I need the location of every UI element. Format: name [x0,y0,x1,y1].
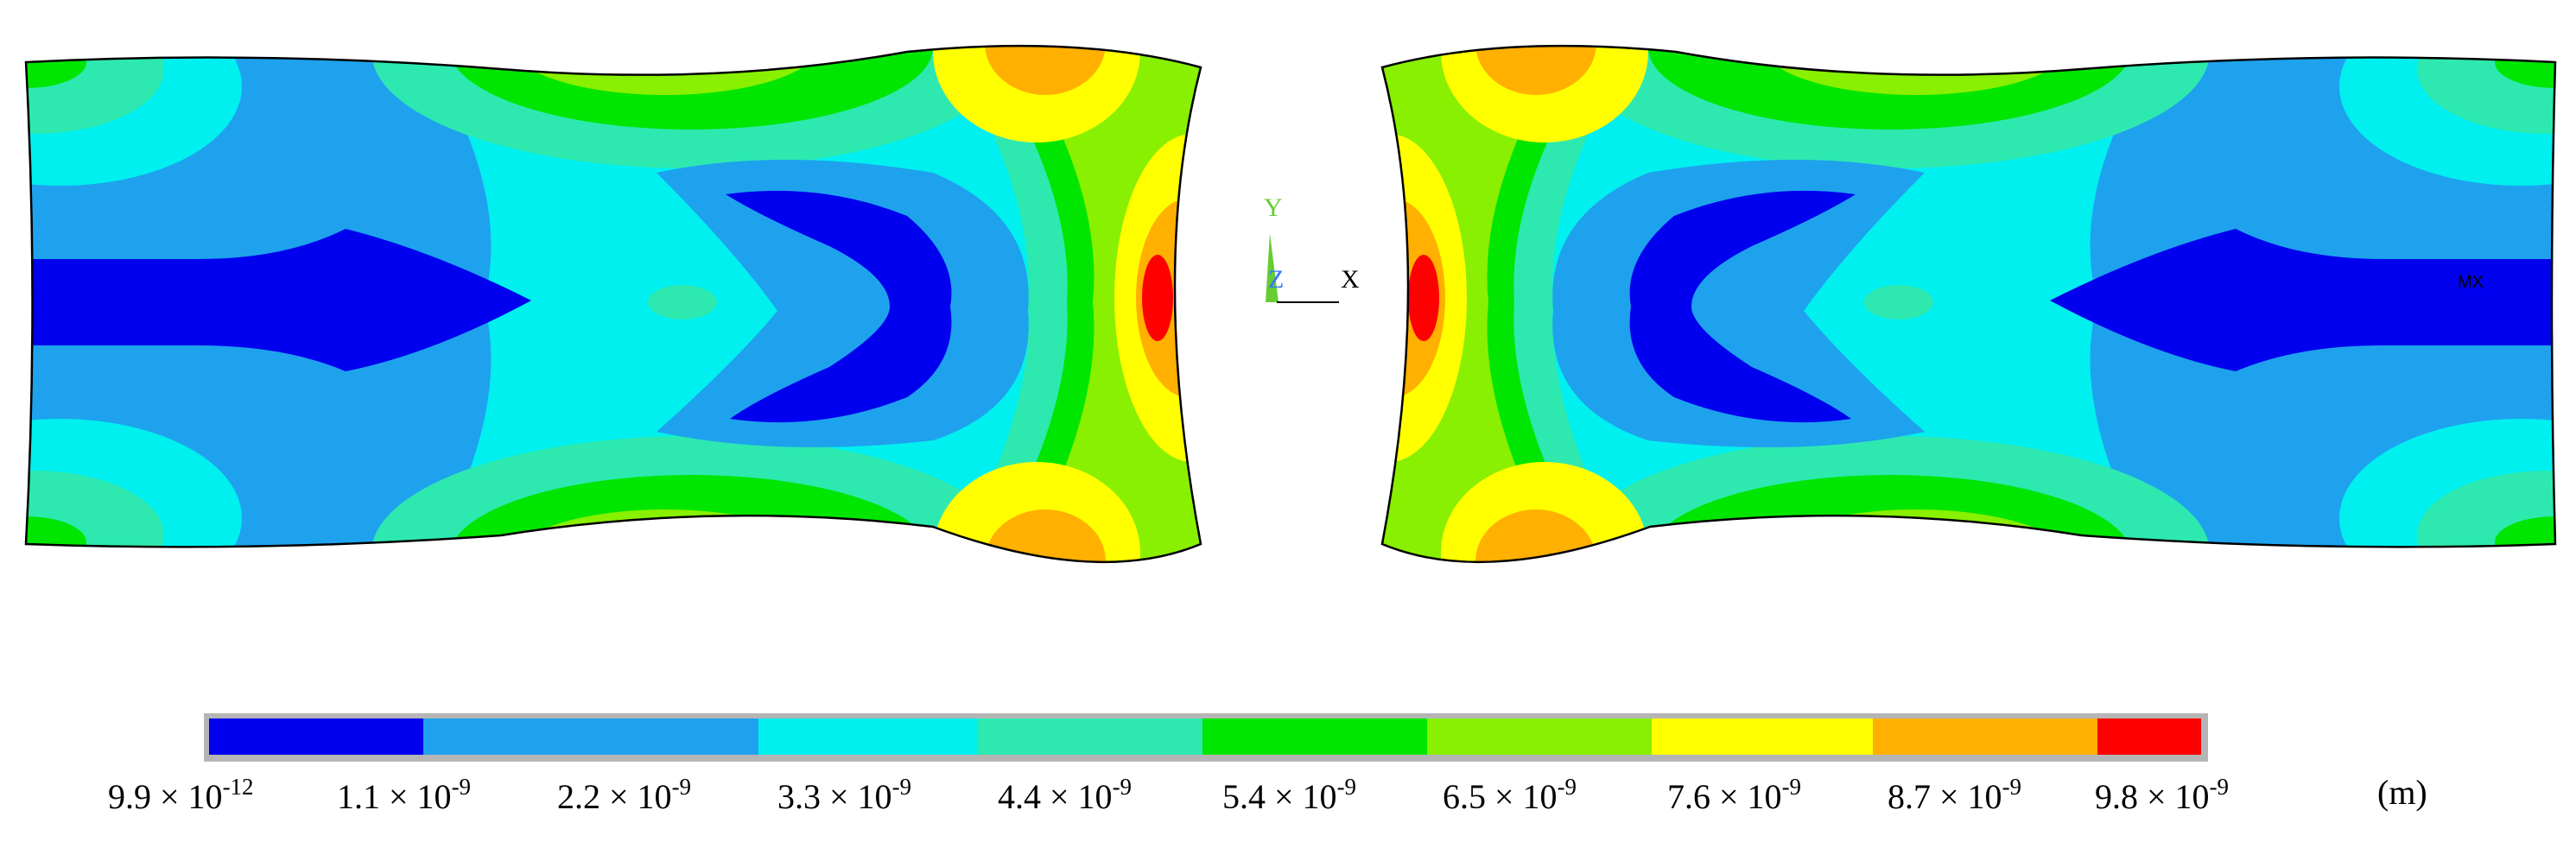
band-orange [985,46,1106,95]
band-yellow [1856,535,2011,562]
band-yellow [1856,46,2011,69]
triad-y-label: Y [1264,193,1283,222]
band-blue [1629,190,1856,423]
triad-x-label: X [1341,265,1360,294]
triad-y-arrow [1266,233,1278,302]
legend-swatch [758,718,978,755]
band-blue [2050,229,2555,371]
legend-swatch [2097,718,2201,755]
legend-tick-label: 4.4 × 10-9 [998,774,1132,816]
band-sky [1552,160,1925,447]
right-specimen [1382,46,2555,562]
left-specimen [26,46,1201,562]
legend-tick-label: 9.9 × 10-12 [108,774,254,816]
legend-swatch [1427,718,1652,755]
band-yellow [570,46,726,69]
band-blue [726,190,952,423]
band-green [449,475,933,562]
legend-unit: (m) [2377,773,2427,812]
legend-tick-label: 3.3 × 10-9 [777,774,911,816]
legend-swatch [423,718,758,755]
legend-swatch [209,718,423,755]
band-green [1648,475,2132,562]
band-aqua [1864,285,1933,320]
legend-tick-label: 1.1 × 10-9 [337,774,471,816]
legend-tick-label: 6.5 × 10-9 [1443,774,1577,816]
band-orange [1475,46,1596,95]
legend-tick-label: 5.4 × 10-9 [1222,774,1356,816]
band-sky [657,160,1029,447]
triad-z-label: Z [1268,265,1284,294]
band-aqua [371,436,1011,562]
legend-tick-label: 2.2 × 10-9 [557,774,691,816]
legend-swatch [1652,718,1873,755]
band-lime [510,509,821,562]
band-red [1408,255,1439,341]
legend-swatch [978,718,1202,755]
right-specimen-outline [1380,44,2557,564]
band-yellow [570,535,726,562]
band-blue [26,229,531,371]
legend-swatch [1873,718,2097,755]
band-aqua [1570,436,2210,562]
left-specimen-outline [24,44,1202,564]
legend-labels: 9.9 × 10-12 1.1 × 10-9 2.2 × 10-9 3.3 × 10-… [108,774,2229,816]
legend-tick-label: 7.6 × 10-9 [1667,774,1801,816]
band-aqua [648,285,717,320]
max-marker-label: MX [2458,273,2484,292]
legend-tick-label: 9.8 × 10-9 [2095,774,2229,816]
band-red [1142,255,1173,341]
legend-swatches [209,718,2201,755]
coordinate-triad: Y Z X [1264,193,1360,303]
legend-tick-label: 8.7 × 10-9 [1888,774,2021,816]
legend-swatch [1202,718,1427,755]
color-legend: 9.9 × 10-12 1.1 × 10-9 2.2 × 10-9 3.3 × 10-… [108,713,2427,816]
band-lime [1761,509,2072,562]
